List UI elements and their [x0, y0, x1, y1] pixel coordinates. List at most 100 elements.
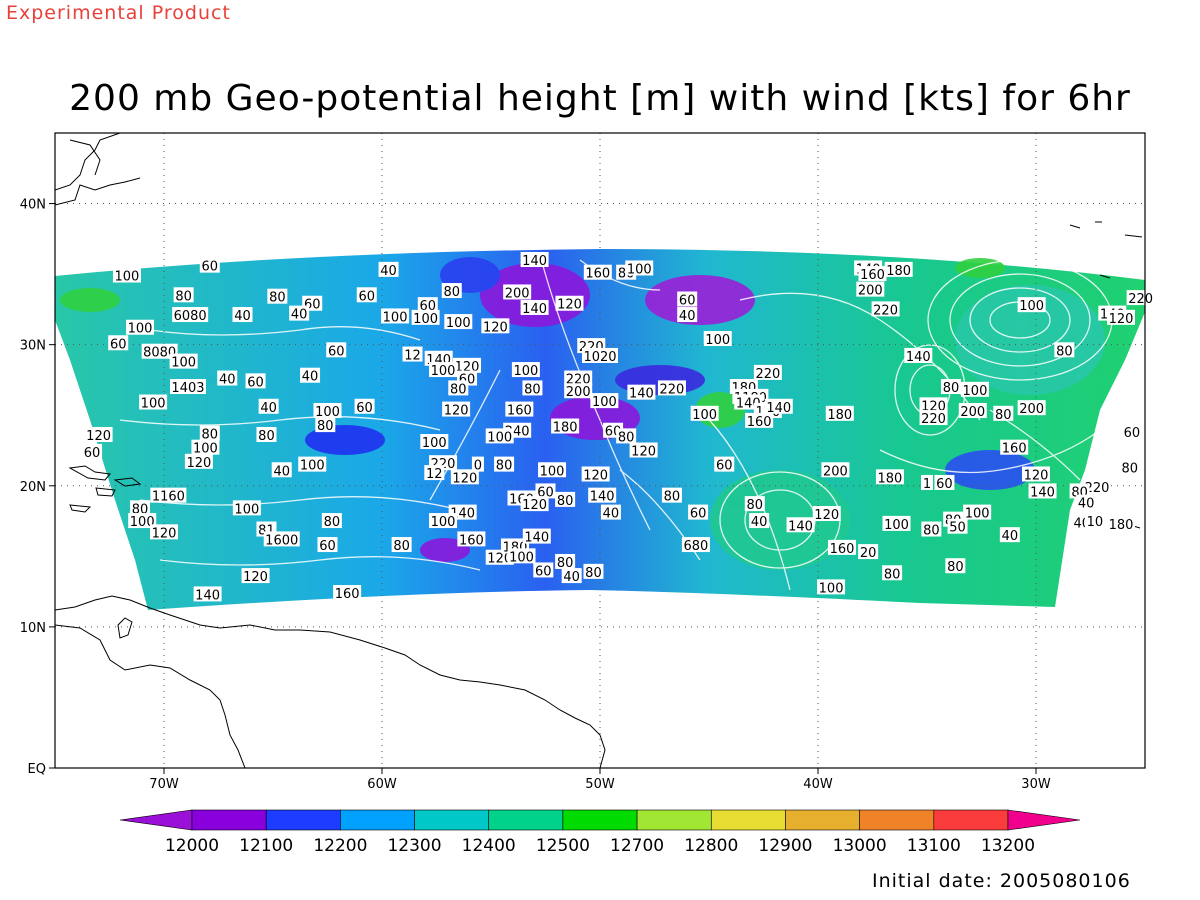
wind-speed-label: 80	[496, 459, 513, 474]
wind-speed-label: 200	[505, 286, 530, 301]
wind-speed-label: 1	[923, 477, 931, 492]
wind-speed-label: 120	[1109, 312, 1134, 327]
x-tick-label: 40W	[803, 777, 833, 792]
wind-label-bg	[485, 428, 514, 444]
wind-speed-label: 100	[509, 550, 534, 565]
wind-label-bg	[391, 537, 412, 553]
wind-speed-label: 120	[152, 526, 177, 541]
colorbar-segment	[191, 809, 267, 831]
wind-speed-label: 200	[960, 405, 985, 420]
wind-speed-label: 180	[827, 408, 852, 423]
colorbar-labels: 12000 12100 12200 12300 12400 12500 12700 12800…	[165, 836, 1035, 856]
wind-label-bg	[300, 367, 321, 383]
wind-label-bg	[714, 456, 735, 472]
wind-speed-label: 140	[590, 490, 615, 505]
wind-label-bg	[919, 397, 948, 413]
wind-speed-label: 100	[540, 464, 565, 479]
wind-speed-label: 80	[923, 524, 940, 539]
wind-label-bg	[1017, 400, 1046, 416]
wind-speed-label: 20	[860, 546, 877, 561]
wind-label-bg	[827, 539, 856, 555]
wind-label-bg	[485, 549, 514, 565]
wind-label-bg	[821, 462, 850, 478]
colorbar-segment	[785, 809, 860, 831]
wind-label-bg	[313, 402, 342, 418]
wind-speed-label: 120	[557, 298, 582, 313]
wind-speed-label: 100	[171, 356, 196, 371]
wind-speed-label: 140	[906, 350, 931, 365]
wind-label-bg	[958, 402, 987, 418]
wind-label-bg	[882, 565, 903, 581]
wind-speed-label: 100	[446, 316, 471, 331]
wind-label-bg	[417, 297, 438, 313]
wind-speed-label: 50	[949, 521, 966, 536]
experimental-product-label: Experimental Product	[6, 2, 231, 24]
wind-label-bg	[904, 347, 933, 363]
wind-speed-label: 40	[380, 264, 397, 279]
wind-speed-label: 80	[995, 408, 1012, 423]
wind-speed-label: 80	[443, 285, 460, 300]
coastline-islands-east	[1069, 221, 1143, 529]
wind-speed-label: 140	[766, 401, 791, 416]
wind-speed-label: 80	[450, 382, 467, 397]
wind-speed-label: 40	[603, 507, 620, 522]
wind-label-bg	[564, 383, 593, 399]
y-tick-label: EQ	[28, 762, 46, 777]
wind-label-bg	[82, 443, 103, 459]
colorbar-segment	[340, 809, 415, 831]
colorbar-label: 12000	[165, 836, 219, 856]
wind-label-bg	[786, 517, 815, 533]
wind-label-bg	[871, 301, 900, 317]
wind-label-bg	[505, 401, 534, 417]
wind-label-bg	[263, 531, 300, 547]
colorbar-high-triangle	[1007, 809, 1081, 831]
wind-speed-label: 80	[324, 515, 341, 530]
wind-label-bg	[424, 465, 445, 481]
wind-speed-label: 180	[878, 471, 903, 486]
wind-label-bg	[448, 380, 469, 396]
wind-label-bg	[921, 474, 933, 490]
wind-label-bg	[507, 548, 536, 564]
wind-label-bg	[457, 531, 486, 547]
wind-label-bg	[703, 331, 732, 347]
wind-label-bg	[150, 524, 178, 540]
wind-speed-label: 100	[413, 312, 438, 327]
wind-label-bg	[199, 257, 220, 273]
wind-speed-label: 120	[243, 570, 268, 585]
wind-label-bg	[420, 434, 449, 450]
wind-speed-label: 60	[247, 375, 264, 390]
wind-label-bg	[600, 504, 621, 520]
wind-label-bg	[315, 417, 336, 433]
wind-label-bg	[429, 513, 458, 529]
wind-label-bg	[289, 305, 310, 321]
coastline-north-america	[55, 133, 141, 206]
wind-label-bg	[520, 299, 549, 315]
colorbar-label: 12200	[313, 836, 367, 856]
colorbar-label: 12700	[610, 836, 664, 856]
wind-speed-label: 120	[631, 445, 656, 460]
wind-speed-label: 180	[1109, 518, 1134, 533]
wind-speed-label: 120	[444, 404, 469, 419]
wind-speed-label: 80	[947, 560, 964, 575]
wind-label-bg	[1028, 483, 1057, 499]
colorbar-label: 13100	[907, 836, 961, 856]
wind-label-bg	[588, 487, 617, 503]
wind-label-bg	[858, 544, 879, 560]
y-tick-label: 10N	[20, 621, 46, 636]
wind-label-bg	[934, 474, 955, 490]
wind-speed-label: 80	[664, 490, 681, 505]
wind-speed-label: 120	[583, 468, 608, 483]
wind-label-bg	[564, 370, 593, 386]
wind-label-bg	[520, 496, 549, 512]
wind-label-bg	[1107, 515, 1136, 531]
wind-speed-label: 120	[1024, 468, 1049, 483]
wind-speed-label: 100	[234, 502, 259, 517]
wind-label-bg	[882, 515, 911, 531]
wind-speed-label: 40	[234, 309, 251, 324]
wind-speed-label: 40	[302, 370, 319, 385]
wind-speed-label: 80	[943, 381, 960, 396]
colorbar-segment	[933, 809, 1009, 831]
wind-speed-label: 100	[487, 430, 512, 445]
wind-speed-label: 160	[585, 267, 610, 282]
